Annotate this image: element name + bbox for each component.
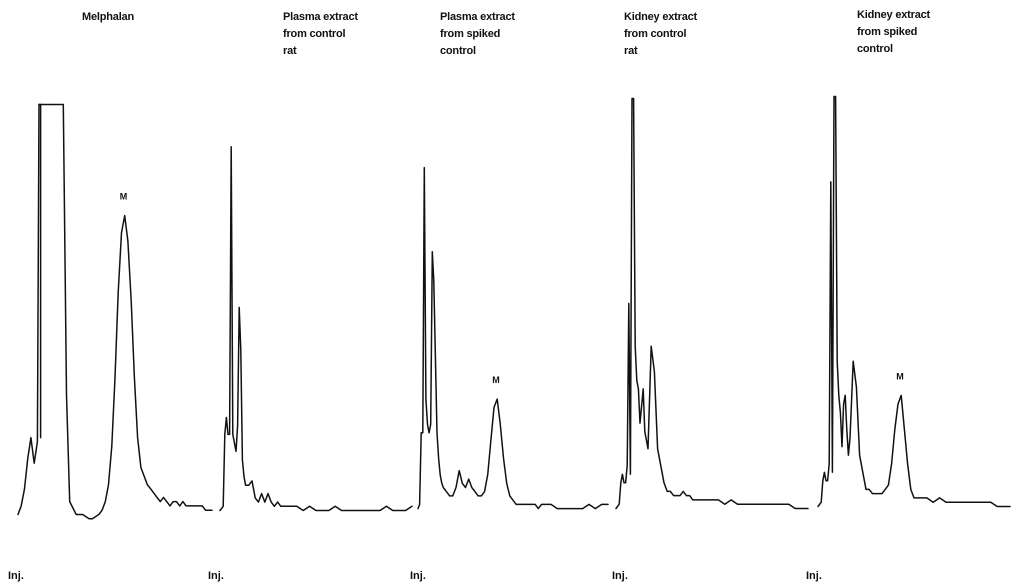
panel-2-trace [219, 146, 413, 512]
panel-1-trace [17, 103, 213, 520]
panel-2-title-line-3: rat [283, 45, 297, 57]
panel-3-title-line-2: from spiked [440, 28, 500, 40]
panel-1-injection-label: Inj. [8, 570, 24, 582]
panel-2-title-line-2: from control [283, 28, 346, 40]
panel-3-title-line-1: Plasma extract [440, 11, 515, 23]
panel-3-injection-label: Inj. [410, 570, 426, 582]
panel-1-peak-label: M [120, 192, 128, 202]
panel-1: Melphalan Inj. M [8, 11, 213, 582]
panel-3-title-line-3: control [440, 45, 476, 57]
panel-4-title-line-1: Kidney extract [624, 11, 698, 23]
panel-5-title-line-2: from spiked [857, 26, 917, 38]
panel-5: Kidney extract from spiked control Inj. M [806, 9, 1011, 582]
panel-1-solvent-peak-cap [38, 103, 42, 439]
panel-5-trace [817, 95, 1011, 508]
panel-2-injection-label: Inj. [208, 570, 224, 582]
panel-4-title-line-3: rat [624, 45, 638, 57]
panel-3-trace [417, 166, 609, 510]
panel-1-title-line-1: Melphalan [82, 11, 134, 23]
panel-5-title-line-1: Kidney extract [857, 9, 931, 21]
panel-2: Plasma extract from control rat Inj. [208, 11, 413, 582]
panel-4-injection-label: Inj. [612, 570, 628, 582]
panel-5-injection-label: Inj. [806, 570, 822, 582]
panel-5-peak-label: M [896, 371, 904, 381]
panel-4-title-line-2: from control [624, 28, 687, 40]
panel-4: Kidney extract from control rat Inj. [612, 11, 809, 582]
panel-3-peak-label: M [492, 375, 500, 385]
panel-3: Plasma extract from spiked control Inj. M [410, 11, 609, 582]
panel-2-title-line-1: Plasma extract [283, 11, 358, 23]
chromatogram-panels: Melphalan Inj. M Plasma extract from control… [8, 9, 1011, 582]
panel-4-trace [615, 97, 809, 510]
panel-5-title-line-3: control [857, 43, 893, 55]
